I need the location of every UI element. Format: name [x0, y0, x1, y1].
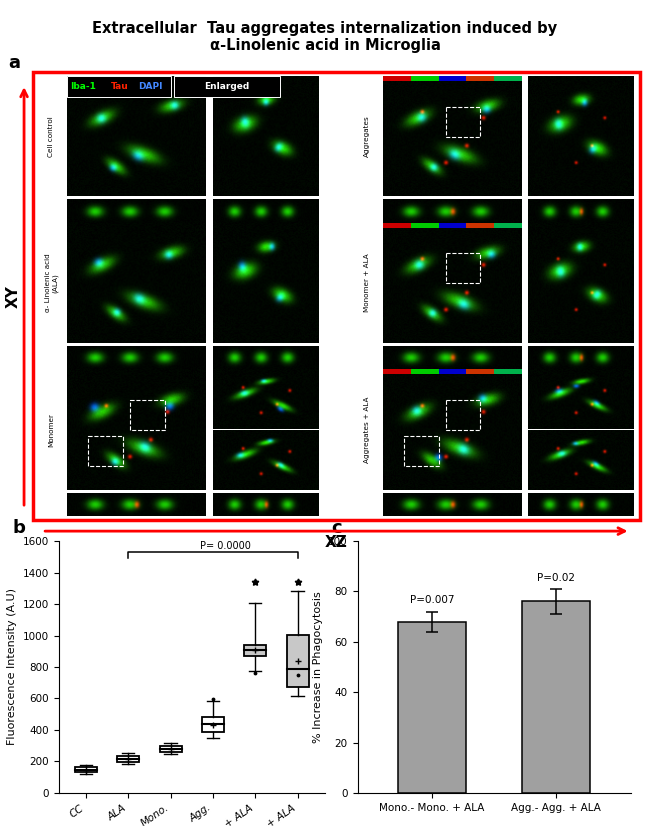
Bar	[446, 400, 480, 430]
Bar	[398, 622, 466, 793]
Bar	[287, 634, 309, 687]
Text: Extracellular  Tau aggregates internalization induced by
α-Linolenic acid in Mic: Extracellular Tau aggregates internaliza…	[92, 21, 558, 53]
Text: Cell control: Cell control	[49, 116, 55, 157]
Text: XZ: XZ	[325, 535, 348, 550]
Text: Enlarged: Enlarged	[204, 82, 250, 91]
Bar	[75, 767, 97, 772]
Text: Iba-1: Iba-1	[70, 82, 96, 91]
Text: Monomer: Monomer	[49, 413, 55, 447]
Text: Aggregates: Aggregates	[364, 116, 370, 157]
Text: P=0.007: P=0.007	[410, 596, 454, 605]
Y-axis label: % Increase in Phagocytosis: % Increase in Phagocytosis	[313, 591, 322, 743]
Text: P= 0.0000: P= 0.0000	[200, 541, 251, 551]
Text: DAPI: DAPI	[138, 82, 162, 91]
Text: α- Linolenic acid
(ALA): α- Linolenic acid (ALA)	[45, 254, 58, 312]
Bar	[446, 254, 480, 283]
Text: a: a	[8, 54, 20, 72]
Text: b: b	[13, 519, 26, 537]
Text: Tau: Tau	[111, 82, 129, 91]
Bar	[88, 436, 123, 466]
Bar	[244, 644, 266, 657]
Bar	[446, 107, 480, 136]
Y-axis label: Fluorescence Intensity (A.U): Fluorescence Intensity (A.U)	[7, 588, 17, 746]
Text: Aggregates + ALA: Aggregates + ALA	[364, 396, 370, 463]
Text: P=0.02: P=0.02	[537, 572, 575, 582]
Bar	[404, 436, 439, 466]
Bar	[202, 717, 224, 733]
Bar	[522, 601, 590, 793]
Text: XY: XY	[5, 285, 21, 307]
Text: Monomer + ALA: Monomer + ALA	[364, 254, 370, 312]
Text: c: c	[332, 519, 342, 537]
Bar	[130, 400, 164, 430]
Bar	[117, 757, 139, 762]
Bar	[160, 746, 181, 752]
